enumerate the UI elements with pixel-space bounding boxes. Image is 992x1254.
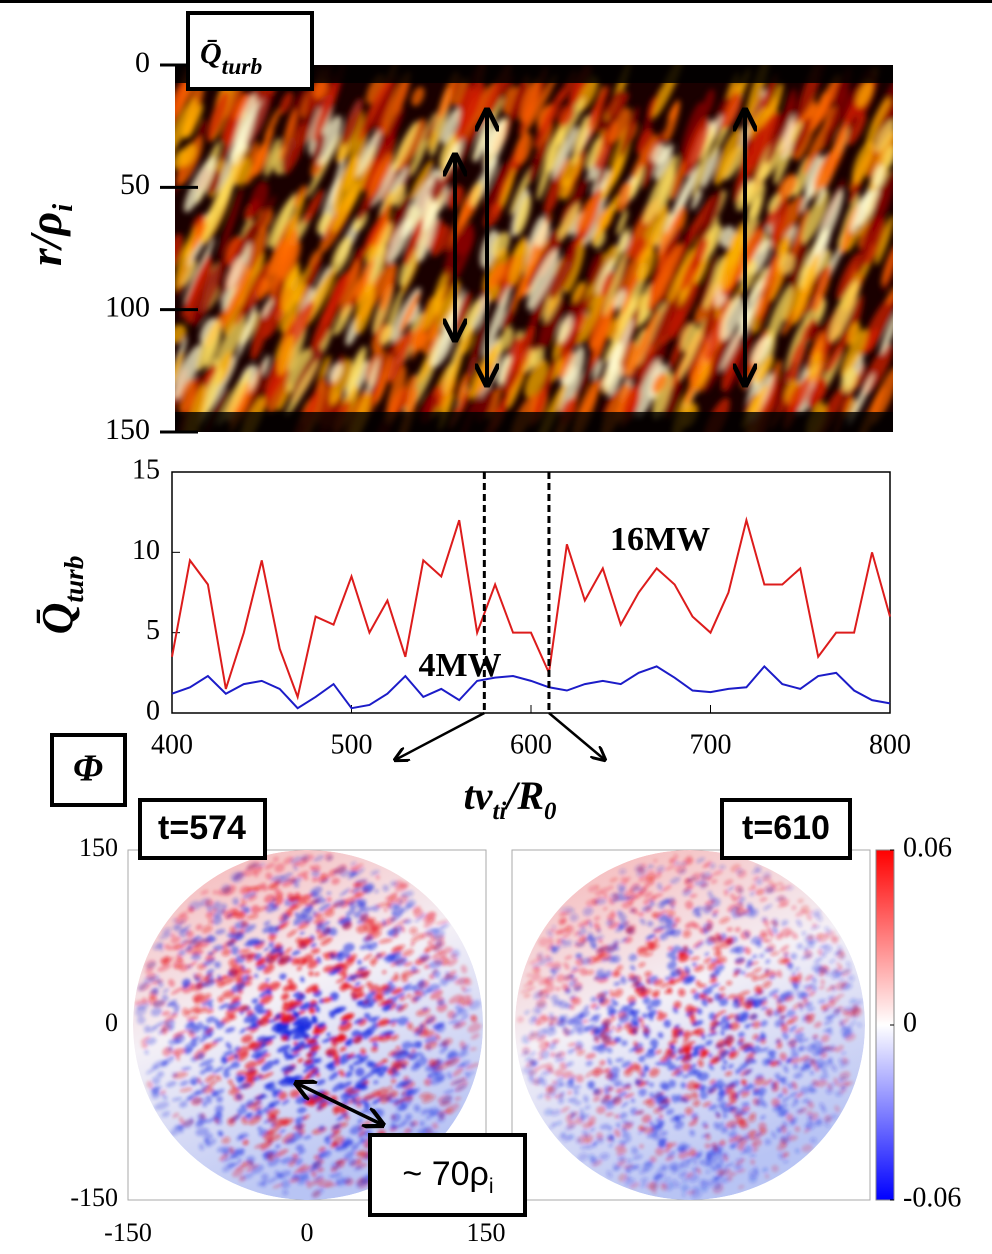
series-line [172, 520, 890, 697]
panel-title: Φ [73, 748, 103, 790]
label-part: turb [59, 556, 89, 603]
y-tick-label: 50 [120, 168, 150, 201]
colorbar-tick-label: 0.06 [903, 832, 952, 863]
y-tick-label: 0 [105, 1008, 118, 1037]
y-tick-label: 15 [132, 454, 160, 485]
potential-map [515, 850, 865, 1201]
label-part: ~ 70ρ [402, 1155, 488, 1193]
series-label: 16MW [610, 521, 710, 558]
heatmap-bottom-dark [175, 412, 893, 432]
y-tick-label: 0 [135, 46, 150, 79]
label-part: Q̄ [200, 37, 222, 70]
label-part: ti [492, 798, 506, 825]
panel-label: t=574 [158, 809, 246, 847]
x-tick-label: 0 [301, 1218, 314, 1247]
plot-frame [172, 472, 890, 713]
y-tick-label: 150 [105, 413, 150, 446]
label-part: i [48, 204, 79, 212]
label-part: r/ρ [20, 212, 71, 266]
x-tick-label: 800 [869, 729, 911, 760]
zoom-arrow [395, 713, 484, 760]
y-tick-label: 150 [79, 833, 118, 862]
label-part: 0 [544, 798, 556, 825]
y-axis-label: Q̄turb [33, 556, 89, 635]
top-border [0, 0, 992, 3]
panel-label: t=610 [742, 809, 830, 847]
label-part: /R [503, 773, 544, 818]
label-part: turb [222, 54, 263, 80]
label-part: i [489, 1175, 494, 1198]
y-tick-label: 5 [146, 615, 160, 646]
x-tick-label: 700 [690, 729, 732, 760]
y-tick-label: 10 [132, 535, 160, 566]
x-tick-label: -150 [104, 1218, 152, 1247]
colorbar-tick-label: 0 [903, 1007, 917, 1038]
colorbar-tick-label: -0.06 [903, 1182, 961, 1213]
zoom-arrow [549, 713, 605, 760]
scale-annotation: ~ 70ρi [402, 1155, 493, 1198]
y-tick-label: 100 [105, 291, 150, 324]
series-line [172, 666, 890, 708]
x-axis-label: tvti/R0 [464, 773, 557, 825]
x-tick-label: 500 [331, 729, 373, 760]
x-tick-label: 400 [151, 729, 193, 760]
label-part: Q̄ [33, 603, 82, 635]
x-tick-label: 150 [467, 1218, 506, 1247]
series-label: 4MW [418, 647, 501, 684]
y-tick-label: 0 [146, 695, 160, 726]
label-part: tv [464, 773, 494, 818]
y-tick-label: -150 [70, 1183, 118, 1212]
y-axis-label: r/ρi [20, 204, 79, 266]
x-tick-label: 600 [510, 729, 552, 760]
